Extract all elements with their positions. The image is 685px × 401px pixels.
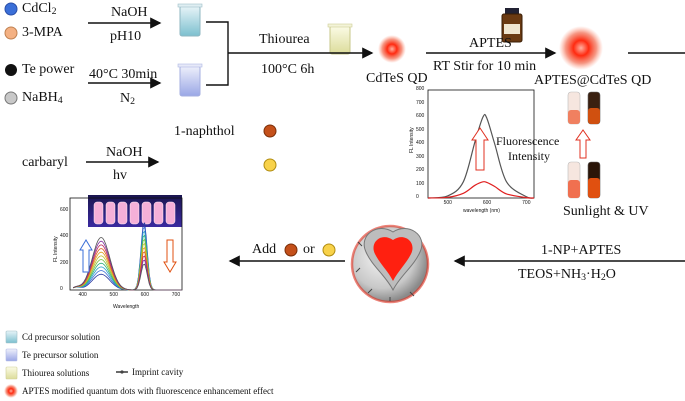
legend-te-icon [5, 348, 18, 362]
aptes-bottle-icon [501, 8, 523, 43]
label-naoh-1: NaOH [111, 5, 148, 20]
chart2-curve [72, 236, 182, 291]
return-path [453, 52, 685, 267]
chart2-xlabel: Wavelength [113, 304, 140, 310]
legend-qd-icon [4, 384, 18, 398]
chart2-ytick: 600 [60, 207, 69, 214]
chart2-xtick: 500 [109, 292, 118, 298]
cdtes-qd-icon [378, 35, 406, 63]
label-intensity: Intensity [508, 149, 550, 163]
chart1-xlabel: wavelength (nm) [463, 208, 500, 214]
legend-cd-label: Cd precursor solution [22, 332, 100, 342]
increase-arrow-vials [575, 129, 591, 159]
chart2-xtick: 400 [78, 292, 87, 298]
chart1-ytick: 200 [416, 167, 425, 173]
right-down-arrow-icon [163, 239, 177, 273]
chart2-ylabel: FL Intensity [53, 236, 59, 262]
chart1-ytick: 800 [416, 86, 425, 92]
legend-thio-icon [5, 366, 18, 380]
uv-tubes-photo [88, 195, 182, 227]
label-fluorescence: Fluorescence [496, 134, 560, 148]
label-hv: hv [113, 168, 127, 183]
label-teos: TEOS+NH3·H2O [518, 267, 616, 283]
chart2-ytick: 200 [60, 259, 69, 266]
chart1-ytick: 400 [416, 140, 425, 146]
label-te: Te power [22, 62, 75, 77]
mip-sphere-icon [350, 224, 430, 304]
label-stir: RT Stir for 10 min [433, 59, 537, 74]
fluorescence-chart [427, 89, 535, 199]
legend-cavity-label: Imprint cavity [132, 367, 184, 377]
label-np-aptes: 1-NP+APTES [541, 243, 622, 258]
label-naoh-2: NaOH [106, 145, 143, 160]
chart2-ytick: 0 [60, 286, 63, 292]
label-cdtes: CdTeS QD [366, 71, 428, 86]
nabh4-dot [4, 91, 18, 105]
label-aptes: APTES [469, 36, 512, 51]
chart1-ytick: 300 [416, 153, 425, 160]
sunlight-vials-top [567, 91, 601, 125]
label-or: or [303, 242, 315, 257]
sunlight-vials-bottom [567, 161, 601, 199]
chart2-xtick: 600 [140, 292, 149, 298]
label-add: Add [252, 242, 277, 257]
aptes-qd-icon [559, 26, 603, 70]
left-up-arrow-icon [79, 239, 93, 273]
te-dot [5, 64, 17, 76]
naphthol-dot [263, 124, 277, 138]
legend-qd-label: APTES modified quantum dots with fluores… [22, 386, 274, 396]
te-beaker-icon [177, 63, 203, 97]
quench-chart [69, 197, 183, 291]
chart1-ytick: 100 [416, 180, 425, 187]
label-cdcl2: CdCl2 [22, 1, 57, 17]
legend-thio-label: Thiourea solutions [22, 368, 90, 378]
label-ph: pH10 [110, 29, 142, 44]
cd-beaker-icon [177, 3, 203, 37]
chart1-ytick: 0 [416, 194, 419, 200]
join-bracket [206, 21, 229, 86]
chart1-xtick: 500 [443, 200, 452, 206]
chart1-ylabel: FL Intensity [409, 127, 415, 153]
label-nabh4: NaBH4 [22, 90, 63, 106]
chart1-xtick: 700 [522, 200, 531, 206]
legend-cd-icon [5, 330, 18, 344]
label-carbaryl: carbaryl [22, 155, 68, 170]
add-carbaryl-dot [322, 243, 336, 257]
chart2-xtick: 700 [171, 292, 181, 298]
chart1-ytick: 700 [416, 99, 425, 106]
label-cond-2: 100°C 6h [261, 62, 315, 77]
label-thiourea: Thiourea [259, 32, 310, 47]
chart1-series-2 [427, 181, 535, 199]
label-aptes-cdtes: APTES@CdTeS QD [534, 73, 652, 88]
cdcl2-dot [4, 2, 18, 16]
chart2-ytick: 400 [60, 233, 69, 240]
legend-te-label: Te precursor solution [22, 350, 99, 360]
mpa-dot [4, 26, 18, 40]
chart1-xtick: 600 [482, 200, 492, 206]
legend-cavity-icon [116, 370, 128, 374]
chart1-ytick: 500 [416, 126, 425, 133]
label-n2: N2 [120, 91, 136, 107]
add-naphthol-dot [284, 243, 298, 257]
thiourea-beaker-icon [327, 23, 353, 55]
label-naphthol: 1-naphthol [174, 124, 235, 139]
label-cond-1: 40°C 30min [89, 67, 158, 82]
chart1-ytick: 600 [416, 113, 425, 119]
label-sunlight-uv: Sunlight & UV [563, 204, 649, 219]
label-mpa: 3-MPA [22, 25, 63, 40]
carbaryl-dot [263, 158, 277, 172]
chart1-series-1 [427, 113, 535, 199]
increase-arrow-icon [471, 127, 489, 171]
